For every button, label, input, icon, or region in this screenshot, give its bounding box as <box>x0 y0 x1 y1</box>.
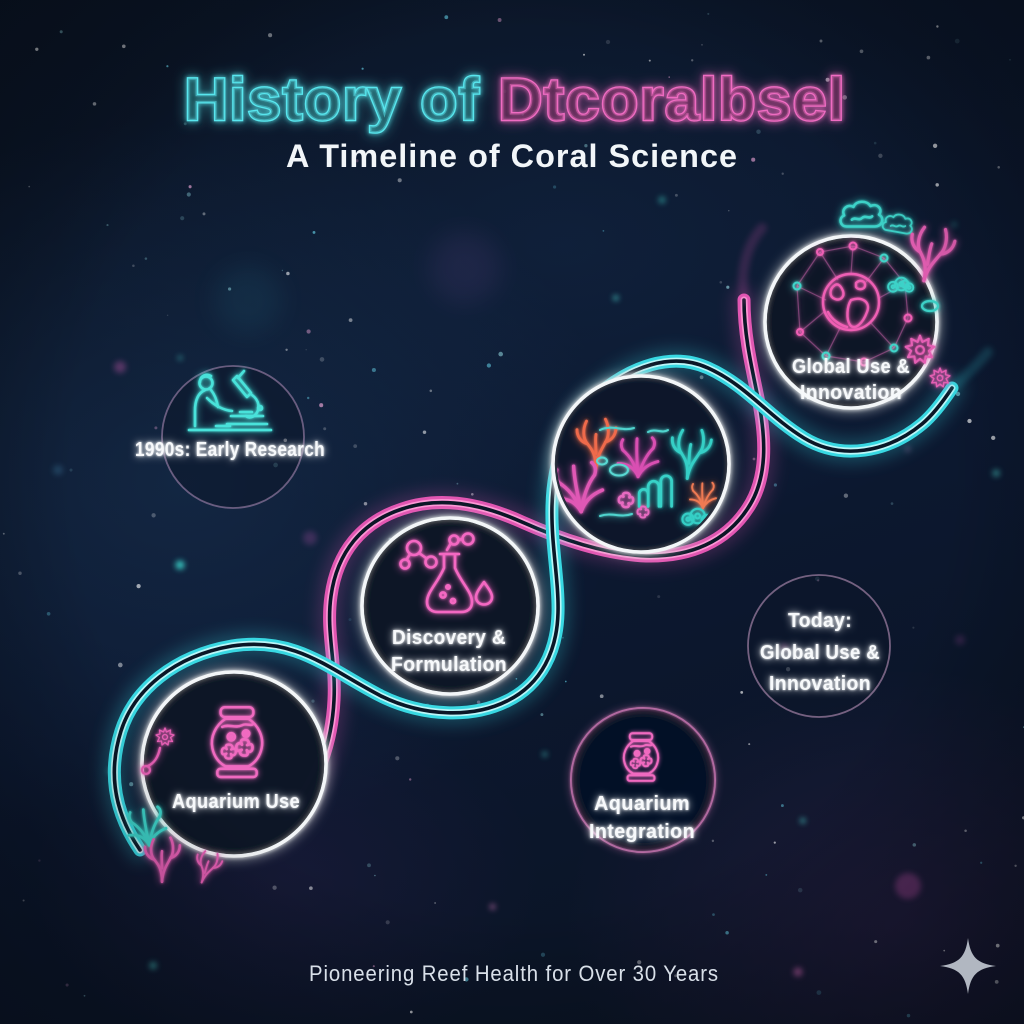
title-part-2: Dtcoralbsel <box>498 66 846 133</box>
label-discovery-line1: Discovery & <box>392 627 506 649</box>
label-early-research: 1990s: Early Research <box>135 439 325 461</box>
label-global-use-line2: Innovation <box>800 382 902 404</box>
text-layer: History of Dtcoralbsel A Timeline of Cor… <box>135 65 910 986</box>
footer-tagline: Pioneering Reef Health for Over 30 Years <box>309 961 719 986</box>
page-title: History of Dtcoralbsel <box>184 66 846 133</box>
label-global-use-line1: Global Use & <box>792 356 910 378</box>
page-subtitle: A Timeline of Coral Science <box>286 138 738 174</box>
title-part-1: History of <box>184 66 480 133</box>
label-discovery-line2: Formulation <box>391 654 507 676</box>
label-today-line3: Innovation <box>769 673 871 695</box>
label-today-line2: Global Use & <box>760 642 880 664</box>
label-aquarium-integration-line2: Integration <box>589 821 695 843</box>
label-aquarium-use: Aquarium Use <box>172 791 300 813</box>
label-today-line1: Today: <box>788 610 852 632</box>
label-aquarium-integration-line1: Aquarium <box>594 793 690 815</box>
